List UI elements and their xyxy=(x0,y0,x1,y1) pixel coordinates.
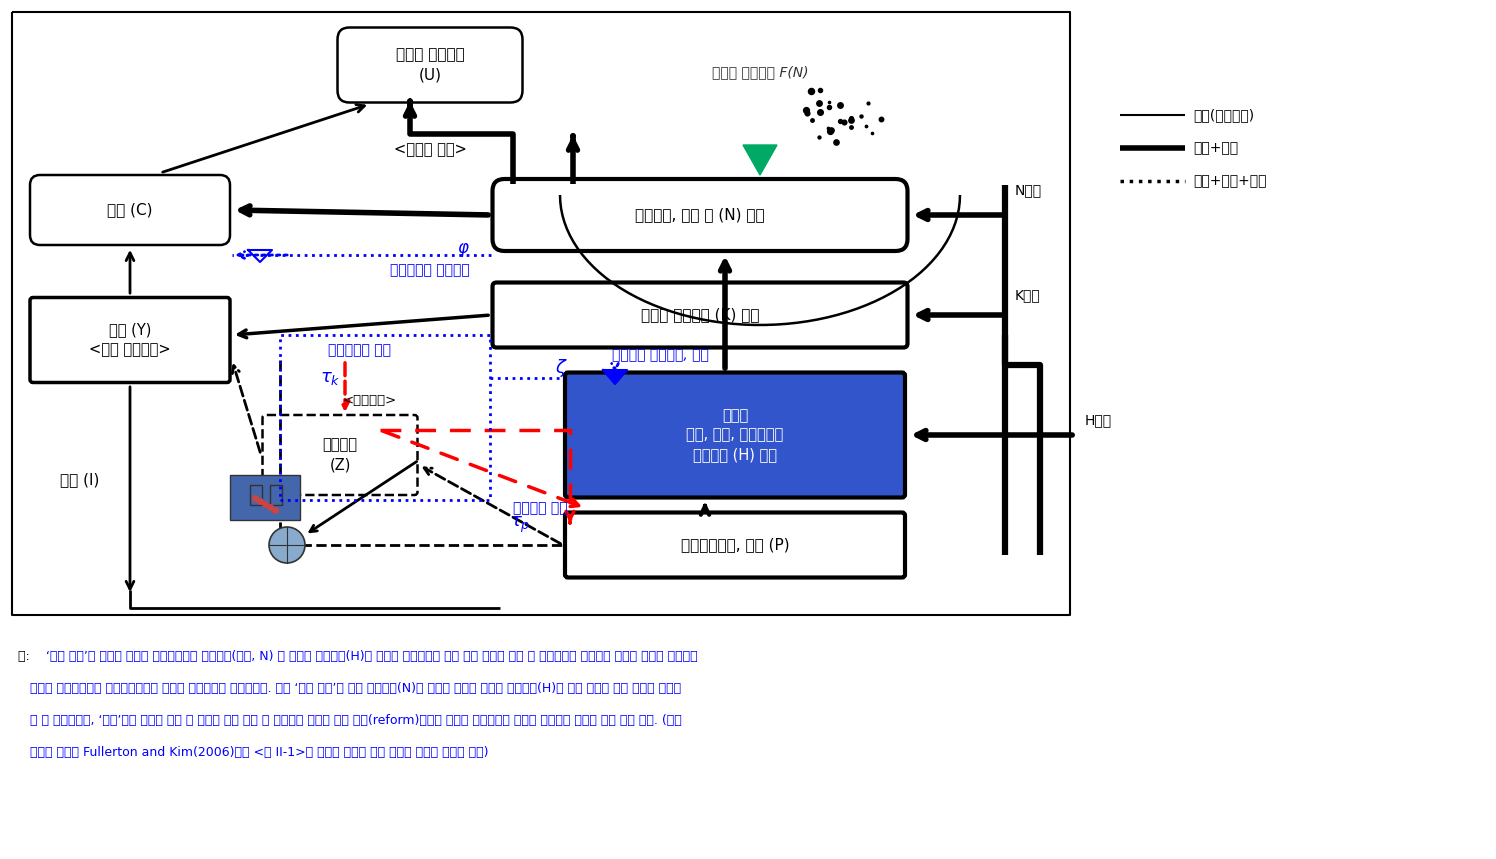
FancyBboxPatch shape xyxy=(492,283,908,348)
Text: 유효오염
(Z): 유효오염 (Z) xyxy=(323,437,358,472)
Text: 동태적 사회후생
(U): 동태적 사회후생 (U) xyxy=(395,47,464,82)
Text: 환경관련 정부지출, 투자: 환경관련 정부지출, 투자 xyxy=(612,348,709,362)
Text: 소비 (C): 소비 (C) xyxy=(108,203,153,217)
Text: 비환경관련 세제: 비환경관련 세제 xyxy=(329,343,392,357)
Text: ‘가는 실선’은 기존의 전통적 성장모형에서 자연자본(환경, N) 및 친환경 인공자본(H)의 내생적 축적과정과 이에 따른 경제내 영향 및 환류효과: ‘가는 실선’은 기존의 전통적 성장모형에서 자연자본(환경, N) 및 친환… xyxy=(46,650,697,663)
Text: $\tau_p$: $\tau_p$ xyxy=(510,515,530,535)
Text: 전통적 실물자본 (K) 축적: 전통적 실물자본 (K) 축적 xyxy=(640,308,760,322)
Text: K변화: K변화 xyxy=(1014,288,1041,302)
Bar xyxy=(230,475,301,520)
FancyBboxPatch shape xyxy=(565,513,905,577)
FancyBboxPatch shape xyxy=(30,297,230,382)
Text: 환경유해활동, 오염 (P): 환경유해활동, 오염 (P) xyxy=(681,538,790,552)
Text: $\tau_k$: $\tau_k$ xyxy=(320,369,340,387)
FancyBboxPatch shape xyxy=(492,179,908,251)
Text: N변화: N변화 xyxy=(1014,183,1043,197)
Bar xyxy=(269,485,283,505)
Text: 개발+환경+정책: 개발+환경+정책 xyxy=(1192,174,1267,188)
Text: 친환경
기술, 지식, 사회기반의
인공자본 (H) 축적: 친환경 기술, 지식, 사회기반의 인공자본 (H) 축적 xyxy=(687,408,784,462)
FancyBboxPatch shape xyxy=(565,373,905,497)
Text: 비환경관련 정부지출: 비환경관련 정부지출 xyxy=(390,263,470,277)
Text: φ: φ xyxy=(458,239,468,257)
Text: 자연적 재생과정 F(N): 자연적 재생과정 F(N) xyxy=(712,65,808,79)
Text: 분 및 투자행위를, ‘점선’으로 표현된 환경 및 비환경 관련 세제 및 예산지출 구조의 적정 개혁(reform)이라는 정부의 정책개입을 통하여 달: 분 및 투자행위를, ‘점선’으로 표현된 환경 및 비환경 관련 세제 및 예… xyxy=(30,714,682,727)
Text: H변화: H변화 xyxy=(1085,413,1112,427)
Circle shape xyxy=(269,527,305,563)
Polygon shape xyxy=(603,370,627,384)
Text: <정부정책>: <정부정책> xyxy=(343,393,396,406)
Text: 개발+환경: 개발+환경 xyxy=(1192,141,1239,155)
Bar xyxy=(250,485,262,505)
Text: 환경관련 세제: 환경관련 세제 xyxy=(513,501,567,515)
FancyBboxPatch shape xyxy=(30,175,230,245)
Text: 주:: 주: xyxy=(18,650,34,663)
Polygon shape xyxy=(744,145,776,175)
Text: 자연자본, 환경 질 (N) 축적: 자연자본, 환경 질 (N) 축적 xyxy=(636,208,764,222)
Text: <소비자 행위>: <소비자 행위> xyxy=(393,143,467,157)
Text: 개발(환경무시): 개발(환경무시) xyxy=(1192,108,1254,122)
Text: 산출 (Y)
<기업 생산활동>: 산출 (Y) <기업 생산활동> xyxy=(90,323,171,357)
Text: 이러한 구도내에서는 지속가능발전의 달성이 원천적으로 불가능하다. 반면 ‘굵은 실선’에 의한 자연자본(N)의 효율적 관리와 친환경 인공자본(H)의: 이러한 구도내에서는 지속가능발전의 달성이 원천적으로 불가능하다. 반면 ‘… xyxy=(30,682,681,695)
Text: 자세한 논의는 Fullerton and Kim(2006)이나 <표 II-1>의 환경을 고려한 기타 내생적 신성장 모형을 참조): 자세한 논의는 Fullerton and Kim(2006)이나 <표 II-… xyxy=(30,746,489,759)
FancyBboxPatch shape xyxy=(338,27,522,102)
Text: 투자 (I): 투자 (I) xyxy=(60,472,99,488)
FancyBboxPatch shape xyxy=(262,415,417,495)
Text: ζ: ζ xyxy=(555,359,565,377)
